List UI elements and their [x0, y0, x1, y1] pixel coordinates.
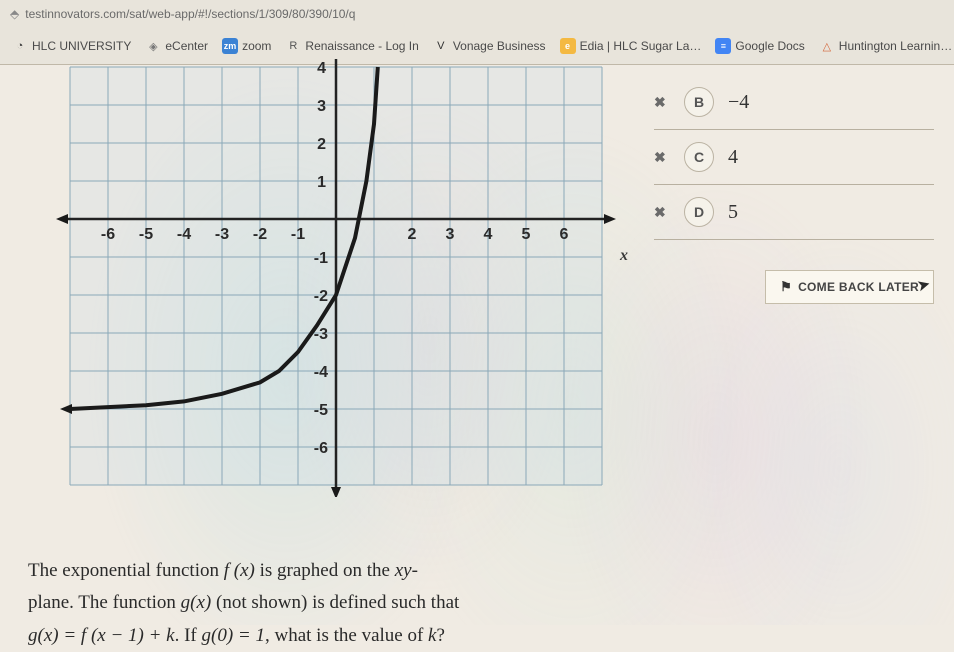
bookmark-item[interactable]: ◔ HLC UNIVERSITY — [12, 38, 131, 54]
bookmark-label: eCenter — [165, 39, 208, 53]
svg-text:6: 6 — [560, 226, 569, 243]
svg-text:-1: -1 — [314, 250, 328, 267]
bookmark-icon: e — [560, 38, 576, 54]
svg-text:2: 2 — [317, 136, 326, 153]
svg-text:2: 2 — [408, 226, 417, 243]
svg-text:-2: -2 — [253, 226, 267, 243]
q-text: (not shown) is defined such that — [211, 592, 459, 613]
svg-text:-3: -3 — [215, 226, 229, 243]
bookmark-label: Google Docs — [735, 39, 804, 53]
eliminate-icon[interactable]: ✖ — [654, 94, 670, 111]
q-text: The exponential function — [28, 560, 224, 581]
q-text: . If — [175, 625, 202, 646]
bookmark-item[interactable]: ≡ Google Docs — [715, 38, 804, 54]
choice-bubble[interactable]: D — [684, 197, 714, 227]
bookmark-icon: ◈ — [145, 38, 161, 54]
svg-text:4: 4 — [317, 60, 326, 77]
q-math-eq1: g(x) = f (x − 1) + k — [28, 625, 175, 646]
bookmark-icon: V — [433, 38, 449, 54]
svg-text:-2: -2 — [314, 288, 328, 305]
q-math-fx: f (x) — [224, 560, 255, 581]
bookmark-label: Vonage Business — [453, 39, 546, 53]
svg-text:-4: -4 — [314, 364, 328, 381]
bookmark-label: Edia | HLC Sugar La… — [580, 39, 702, 53]
answer-choice-b[interactable]: ✖ B −4 — [654, 75, 934, 130]
svg-text:3: 3 — [446, 226, 455, 243]
bookmark-item[interactable]: V Vonage Business — [433, 38, 546, 54]
question-text: The exponential function f (x) is graphe… — [28, 555, 598, 652]
q-text: - — [412, 560, 418, 581]
come-back-label: COME BACK LATER — [798, 280, 919, 294]
bookmark-item[interactable]: R Renaissance - Log In — [285, 38, 418, 54]
x-axis-label: x — [620, 247, 628, 265]
tab-icon: ⬘ — [10, 7, 19, 21]
q-text: is graphed on the — [255, 560, 395, 581]
bookmark-label: zoom — [242, 39, 271, 53]
bookmark-item[interactable]: ◈ eCenter — [145, 38, 208, 54]
bookmark-icon: ◔ — [12, 38, 28, 54]
svg-text:-1: -1 — [291, 226, 305, 243]
svg-text:1: 1 — [317, 174, 326, 191]
answer-choice-d[interactable]: ✖ D5 — [654, 185, 934, 240]
q-text: , what is the value of — [265, 625, 428, 646]
q-text: plane. The function — [28, 592, 181, 613]
browser-chrome: ⬘ testinnovators.com/sat/web-app/#!/sect… — [0, 0, 954, 65]
chart: -6-5-4-3-2-1234561234-1-2-3-4-5-6 x — [50, 57, 620, 502]
bookmark-icon: R — [285, 38, 301, 54]
svg-text:-5: -5 — [314, 402, 328, 419]
url-bar: ⬘ testinnovators.com/sat/web-app/#!/sect… — [0, 0, 954, 28]
bookmark-icon: zm — [222, 38, 238, 54]
svg-text:5: 5 — [522, 226, 531, 243]
svg-text:-5: -5 — [139, 226, 153, 243]
chart-svg: -6-5-4-3-2-1234561234-1-2-3-4-5-6 — [50, 57, 620, 497]
bookmark-icon: △ — [819, 38, 835, 54]
q-math-eq2: g(0) = 1 — [202, 625, 265, 646]
svg-text:-6: -6 — [101, 226, 115, 243]
q-math-gx: g(x) — [181, 592, 212, 613]
choice-bubble[interactable]: C — [684, 142, 714, 172]
url-text: testinnovators.com/sat/web-app/#!/sectio… — [25, 7, 355, 21]
bookmark-item[interactable]: △ Huntington Learnin… — [819, 38, 952, 54]
bookmark-label: Renaissance - Log In — [305, 39, 418, 53]
svg-text:-4: -4 — [177, 226, 191, 243]
eliminate-icon[interactable]: ✖ — [654, 204, 670, 221]
bookmark-item[interactable]: e Edia | HLC Sugar La… — [560, 38, 702, 54]
choice-value: 4 — [728, 146, 738, 169]
answers-panel: ✖ B −4 ✖ C4 ✖ D5 ⚑ COME BACK LATER — [644, 65, 954, 314]
svg-text:4: 4 — [484, 226, 493, 243]
q-math-k: k — [428, 625, 436, 646]
choice-bubble[interactable]: B — [684, 87, 714, 117]
q-math-xy: xy — [395, 560, 412, 581]
flag-icon: ⚑ — [780, 279, 792, 295]
bookmark-item[interactable]: zmzoom — [222, 38, 271, 54]
choice-value: −4 — [728, 91, 749, 114]
eliminate-icon[interactable]: ✖ — [654, 149, 670, 166]
bookmark-label: HLC UNIVERSITY — [32, 39, 131, 53]
bookmark-label: Huntington Learnin… — [839, 39, 952, 53]
svg-text:3: 3 — [317, 98, 326, 115]
answer-choice-c[interactable]: ✖ C4 — [654, 130, 934, 185]
choice-value: 5 — [728, 201, 738, 224]
bookmark-icon: ≡ — [715, 38, 731, 54]
come-back-later-button[interactable]: ⚑ COME BACK LATER — [765, 270, 934, 304]
svg-text:-6: -6 — [314, 440, 328, 457]
q-text: ? — [436, 625, 444, 646]
